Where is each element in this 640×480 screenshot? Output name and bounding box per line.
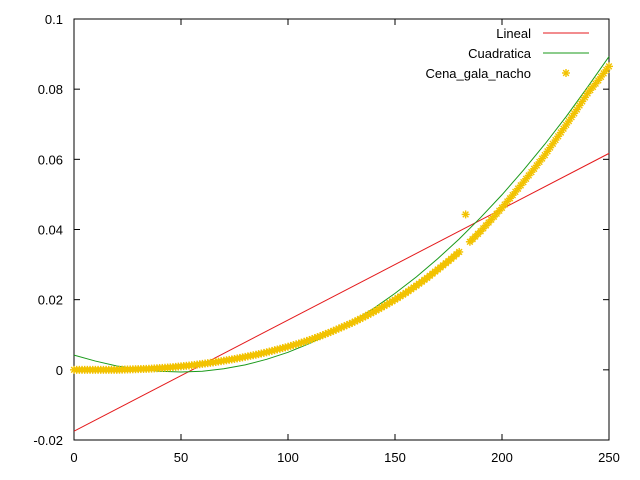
- plot-frame: [73, 18, 610, 441]
- data-point: [441, 259, 450, 268]
- data-point: [575, 101, 584, 110]
- data-point: [452, 250, 461, 259]
- axis-ticks: 0 50 100 150 200 250 -0.02 0 0.02 0.04 0.06 0.08 0.1: [33, 12, 619, 465]
- y-tick-label: 0.06: [38, 152, 63, 167]
- x-tick-label: 100: [277, 450, 299, 465]
- data-point: [516, 181, 525, 190]
- legend-swatch: [562, 69, 570, 77]
- data-point: [409, 283, 418, 292]
- y-tick-label: 0.08: [38, 82, 63, 97]
- data-point: [195, 360, 204, 369]
- data-point: [599, 69, 608, 78]
- data-point: [185, 361, 194, 370]
- data-point: [484, 218, 493, 227]
- legend-label: Cena_gala_nacho: [425, 66, 531, 81]
- data-point: [495, 206, 504, 215]
- data-point: [506, 194, 515, 203]
- y-tick-label: -0.02: [33, 433, 63, 448]
- data-point: [388, 297, 397, 306]
- data-point: [570, 109, 579, 118]
- data-point: [249, 351, 258, 360]
- data-point: [578, 97, 587, 106]
- data-point: [120, 365, 129, 374]
- legend: Lineal Cuadratica Cena_gala_nacho: [425, 26, 589, 81]
- x-tick-label: 150: [384, 450, 406, 465]
- data-point: [559, 124, 568, 133]
- data-point: [217, 357, 226, 366]
- data-point: [281, 343, 290, 352]
- data-point: [602, 65, 611, 74]
- x-tick-label: 0: [70, 450, 77, 465]
- data-point: [78, 365, 87, 374]
- data-point: [527, 168, 536, 177]
- data-point: [461, 210, 470, 219]
- legend-label: Cuadratica: [468, 46, 532, 61]
- data-point: [580, 93, 589, 102]
- series-line-lineal: [73, 152, 610, 432]
- data-point: [227, 355, 236, 364]
- data-point: [556, 128, 565, 137]
- x-tick-label: 200: [491, 450, 513, 465]
- x-tick-label: 50: [174, 450, 188, 465]
- data-point: [174, 362, 183, 371]
- x-tick-label: 250: [598, 450, 620, 465]
- y-tick-label: 0.1: [45, 12, 63, 27]
- data-point: [538, 154, 547, 163]
- data-point: [238, 353, 247, 362]
- y-tick-label: 0.02: [38, 293, 63, 308]
- data-point: [399, 290, 408, 299]
- y-tick-label: 0.04: [38, 223, 63, 238]
- data-point: [99, 365, 108, 374]
- data-point: [548, 139, 557, 148]
- data-point: [377, 303, 386, 312]
- data-point: [554, 132, 563, 141]
- data-point: [431, 267, 440, 276]
- y-tick-label: 0: [56, 363, 63, 378]
- data-point: [591, 79, 600, 88]
- data-point: [503, 197, 512, 206]
- data-point: [206, 358, 215, 367]
- legend-label: Lineal: [496, 26, 531, 41]
- data-point: [270, 346, 279, 355]
- series-layer: [70, 56, 613, 432]
- data-point: [259, 348, 268, 357]
- data-point: [567, 113, 576, 122]
- data-point: [473, 229, 482, 238]
- data-point: [420, 275, 429, 284]
